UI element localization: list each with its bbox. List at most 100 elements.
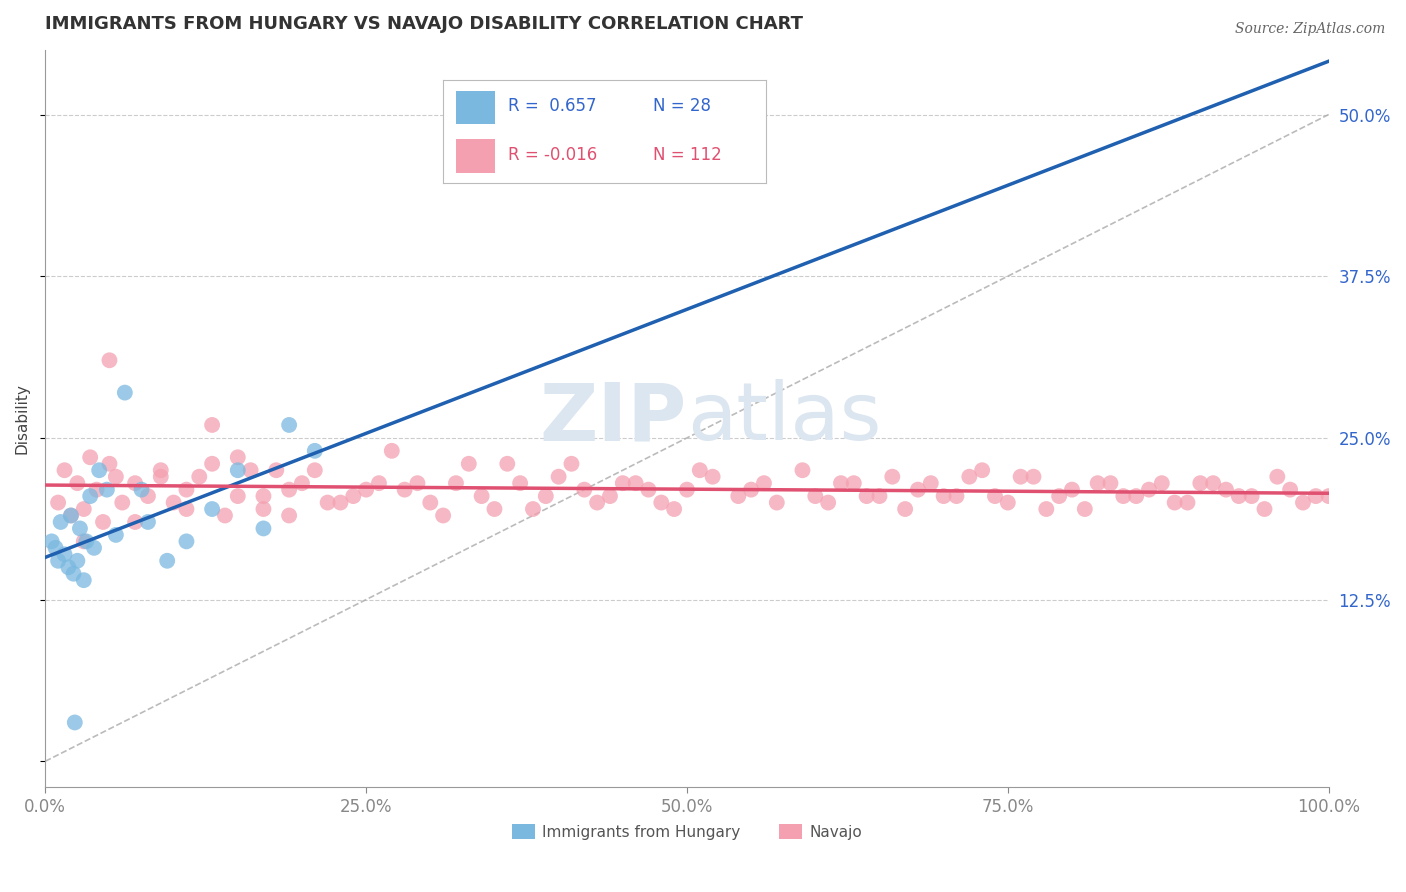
Bar <box>456 139 495 173</box>
Point <box>599 489 621 503</box>
Point <box>304 463 326 477</box>
Point <box>66 554 89 568</box>
Point <box>176 502 198 516</box>
Point <box>907 483 929 497</box>
Point <box>96 483 118 497</box>
Point <box>855 489 877 503</box>
Point <box>1060 483 1083 497</box>
Point <box>53 463 76 477</box>
Point <box>586 495 609 509</box>
Point <box>124 515 146 529</box>
Point <box>368 476 391 491</box>
Point <box>496 457 519 471</box>
Point <box>1022 469 1045 483</box>
Point <box>266 463 288 477</box>
Point <box>1305 489 1327 503</box>
Point <box>612 476 634 491</box>
Point <box>226 489 249 503</box>
Point <box>1265 469 1288 483</box>
Point <box>124 476 146 491</box>
Point <box>830 476 852 491</box>
Point <box>1010 469 1032 483</box>
Point <box>41 534 63 549</box>
Point <box>624 476 647 491</box>
Point <box>637 483 659 497</box>
Point <box>73 502 96 516</box>
Point <box>1150 476 1173 491</box>
Point <box>1279 483 1302 497</box>
Point <box>471 489 494 503</box>
Point <box>201 417 224 432</box>
Point <box>997 495 1019 509</box>
Point <box>1177 495 1199 509</box>
Point <box>394 483 416 497</box>
Bar <box>456 91 495 124</box>
Point <box>1035 502 1057 516</box>
Point <box>63 715 86 730</box>
Point <box>156 554 179 568</box>
Point <box>136 489 159 503</box>
Text: atlas: atlas <box>688 379 882 458</box>
Point <box>957 469 980 483</box>
Point <box>62 566 84 581</box>
Point <box>114 385 136 400</box>
Point <box>792 463 814 477</box>
Point <box>381 443 404 458</box>
Point <box>740 483 762 497</box>
Point <box>49 515 72 529</box>
Legend: Immigrants from Hungary, Navajo: Immigrants from Hungary, Navajo <box>506 818 869 846</box>
Point <box>201 457 224 471</box>
Point <box>662 502 685 516</box>
Point <box>932 489 955 503</box>
Point <box>354 483 377 497</box>
Point <box>252 489 274 503</box>
Point <box>46 554 69 568</box>
Point <box>1317 489 1340 503</box>
Point <box>842 476 865 491</box>
Point <box>522 502 544 516</box>
Point <box>86 483 108 497</box>
Point <box>278 417 301 432</box>
Point <box>79 489 101 503</box>
Point <box>278 508 301 523</box>
Point <box>534 489 557 503</box>
Text: N = 112: N = 112 <box>654 145 721 163</box>
Point <box>1137 483 1160 497</box>
Point <box>252 502 274 516</box>
Point <box>59 508 82 523</box>
Point <box>972 463 994 477</box>
Point <box>46 495 69 509</box>
Point <box>66 476 89 491</box>
Point <box>509 476 531 491</box>
Point <box>1047 489 1070 503</box>
Point <box>676 483 699 497</box>
Point <box>239 463 262 477</box>
Point <box>432 508 454 523</box>
Point <box>1253 502 1275 516</box>
Point <box>560 457 582 471</box>
Point <box>484 502 506 516</box>
Point <box>304 443 326 458</box>
Point <box>98 457 121 471</box>
Point <box>45 541 67 555</box>
Point <box>869 489 891 503</box>
Point <box>984 489 1007 503</box>
Point <box>752 476 775 491</box>
Point <box>53 547 76 561</box>
Point <box>69 521 91 535</box>
Text: R =  0.657: R = 0.657 <box>508 97 596 115</box>
Text: ZIP: ZIP <box>540 379 688 458</box>
Point <box>58 560 80 574</box>
Point <box>689 463 711 477</box>
Point <box>201 502 224 516</box>
Point <box>329 495 352 509</box>
Point <box>945 489 967 503</box>
Point <box>131 483 153 497</box>
Point <box>1099 476 1122 491</box>
Point <box>457 457 479 471</box>
Point <box>882 469 904 483</box>
Point <box>226 450 249 465</box>
Point <box>291 476 314 491</box>
Point <box>702 469 724 483</box>
Point <box>1227 489 1250 503</box>
